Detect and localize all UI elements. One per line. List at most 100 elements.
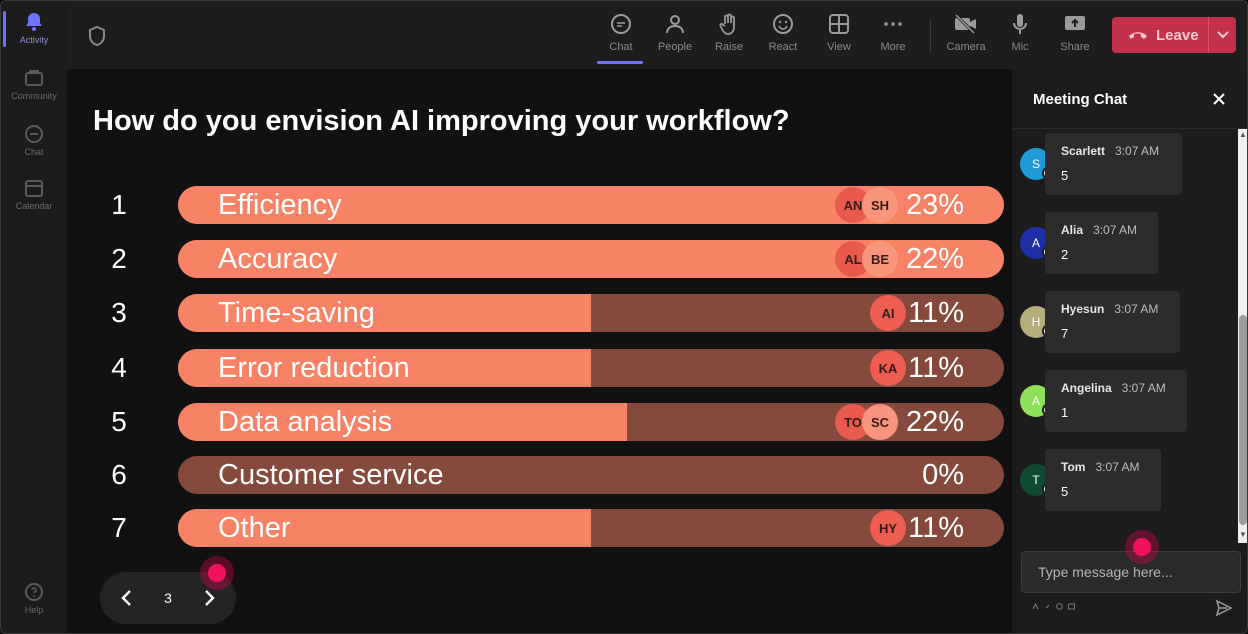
- poll-option-row: 4 Error reduction 11% KA: [67, 349, 1011, 387]
- option-percentage: 11%: [908, 512, 964, 544]
- react-button[interactable]: React: [757, 9, 809, 61]
- option-number: 2: [111, 243, 127, 274]
- shield-icon[interactable]: [87, 25, 107, 47]
- option-result-bar: Data analysis 22% TO SC: [178, 403, 1004, 441]
- message-bubble: Tom 3:07 AM 5: [1045, 449, 1161, 511]
- option-label: Error reduction: [218, 352, 410, 384]
- chat-message[interactable]: T Tom 3:07 AM 5: [1020, 446, 1220, 511]
- message-text: 2: [1061, 247, 1069, 262]
- camera-button[interactable]: Camera: [940, 9, 992, 61]
- chat-scrollbar-thumb[interactable]: [1239, 315, 1247, 525]
- option-result-fill: [178, 349, 591, 387]
- rail-community-label: Community: [11, 91, 57, 101]
- view-button-label: View: [827, 41, 851, 53]
- people-button-label: People: [657, 41, 693, 53]
- option-number: 6: [111, 459, 127, 490]
- option-label: Time-saving: [218, 297, 375, 329]
- voter-avatar: AI: [870, 295, 906, 331]
- message-time: 3:07 AM: [1095, 460, 1140, 474]
- option-result-bar: Accuracy 22% AL BE: [178, 240, 1004, 278]
- message-time: 3:07 AM: [1093, 223, 1138, 237]
- calendar-icon: [23, 177, 45, 199]
- option-result-bar: Error reduction 11% KA: [178, 349, 1004, 387]
- option-number: 5: [111, 406, 127, 437]
- view-button[interactable]: View: [813, 9, 865, 61]
- sender-name: Tom: [1061, 460, 1086, 474]
- chat-button[interactable]: Chat: [595, 9, 647, 64]
- sender-name: Hyesun: [1061, 302, 1105, 316]
- option-label: Customer service: [218, 459, 444, 491]
- gif-icon[interactable]: [1068, 603, 1075, 610]
- scroll-down-arrow-icon[interactable]: ▼: [1239, 530, 1247, 539]
- voter-avatar: HY: [870, 510, 906, 546]
- chevron-down-icon[interactable]: [1208, 17, 1236, 53]
- message-time: 3:07 AM: [1121, 381, 1166, 395]
- chat-message-list[interactable]: S Scarlett 3:07 AM 5 A Alia 3:07 AM 2 H Hyesun 3:0…: [1012, 129, 1247, 543]
- scroll-up-arrow-icon[interactable]: ▲: [1239, 130, 1247, 139]
- option-result-fill: [178, 294, 591, 332]
- message-bubble: Scarlett 3:07 AM 5: [1045, 133, 1182, 195]
- click-indicator: [1125, 530, 1159, 564]
- bell-icon: [23, 11, 45, 33]
- mic-button-label: Mic: [1011, 41, 1029, 53]
- rail-help-label: Help: [24, 605, 44, 615]
- message-text: 5: [1061, 168, 1069, 183]
- raise-hand-button[interactable]: Raise: [703, 9, 755, 61]
- leave-button[interactable]: Leave: [1112, 17, 1236, 53]
- people-icon: [662, 11, 688, 37]
- chat-panel-title: Meeting Chat: [1033, 91, 1128, 108]
- more-button[interactable]: More: [867, 9, 919, 61]
- poll-results-stage: How do you envision AI improving your wo…: [67, 69, 1011, 633]
- chat-divider: [1012, 128, 1247, 129]
- message-bubble: Angelina 3:07 AM 1: [1045, 370, 1187, 432]
- leave-label: Leave: [1156, 26, 1199, 44]
- rail-chat[interactable]: Chat: [1, 113, 67, 165]
- meeting-chat-panel: Meeting Chat S Scarlett 3:07 AM 5 A Alia 3:07 …: [1011, 69, 1247, 633]
- chat-message[interactable]: A Alia 3:07 AM 2: [1020, 209, 1220, 274]
- people-button[interactable]: People: [649, 9, 701, 61]
- poll-option-row: 6 Customer service 0%: [67, 456, 1011, 494]
- grid-icon: [826, 11, 852, 37]
- help-icon: [23, 581, 45, 603]
- emoji-icon[interactable]: [1056, 603, 1063, 610]
- option-percentage: 23%: [905, 189, 964, 221]
- leave-button-main[interactable]: Leave: [1112, 17, 1208, 53]
- rail-calendar[interactable]: Calendar: [1, 167, 67, 219]
- rail-calendar-label: Calendar: [15, 201, 53, 211]
- option-number: 1: [111, 189, 127, 220]
- chat-message[interactable]: H Hyesun 3:07 AM 7: [1020, 288, 1220, 353]
- voter-avatar: SH: [862, 187, 898, 223]
- close-icon[interactable]: [1209, 89, 1229, 109]
- meeting-toolbar: Chat People Raise React View: [67, 1, 1247, 69]
- option-number: 3: [111, 297, 127, 328]
- option-label: Other: [218, 512, 291, 544]
- format-icon[interactable]: [1032, 603, 1039, 610]
- rail-activity[interactable]: Activity: [1, 1, 67, 53]
- more-icon: [880, 11, 906, 37]
- share-button-label: Share: [1060, 41, 1090, 53]
- react-button-label: React: [768, 41, 798, 53]
- chevron-right-icon[interactable]: [198, 586, 222, 610]
- option-percentage: 22%: [905, 406, 964, 438]
- option-result-fill: [178, 403, 627, 441]
- message-text: 1: [1061, 405, 1069, 420]
- chat-button-label: Chat: [609, 41, 633, 53]
- voter-avatar: KA: [870, 350, 906, 386]
- raise-button-label: Raise: [714, 41, 744, 53]
- option-result-bar: Other 11% HY: [178, 509, 1004, 547]
- mic-button[interactable]: Mic: [994, 9, 1046, 61]
- chevron-left-icon[interactable]: [114, 586, 138, 610]
- chat-message[interactable]: S Scarlett 3:07 AM 5: [1020, 130, 1220, 195]
- option-result-bar: Time-saving 11% AI: [178, 294, 1004, 332]
- rail-community[interactable]: Community: [1, 57, 67, 109]
- message-bubble: Alia 3:07 AM 2: [1045, 212, 1158, 274]
- smiley-icon: [770, 11, 796, 37]
- send-icon[interactable]: [1215, 599, 1233, 617]
- attach-icon[interactable]: [1044, 603, 1051, 610]
- sender-name: Angelina: [1061, 381, 1112, 395]
- poll-question: How do you envision AI improving your wo…: [93, 105, 790, 137]
- chat-message[interactable]: A Angelina 3:07 AM 1: [1020, 367, 1220, 432]
- rail-help[interactable]: Help: [1, 571, 67, 623]
- share-button[interactable]: Share: [1049, 9, 1101, 61]
